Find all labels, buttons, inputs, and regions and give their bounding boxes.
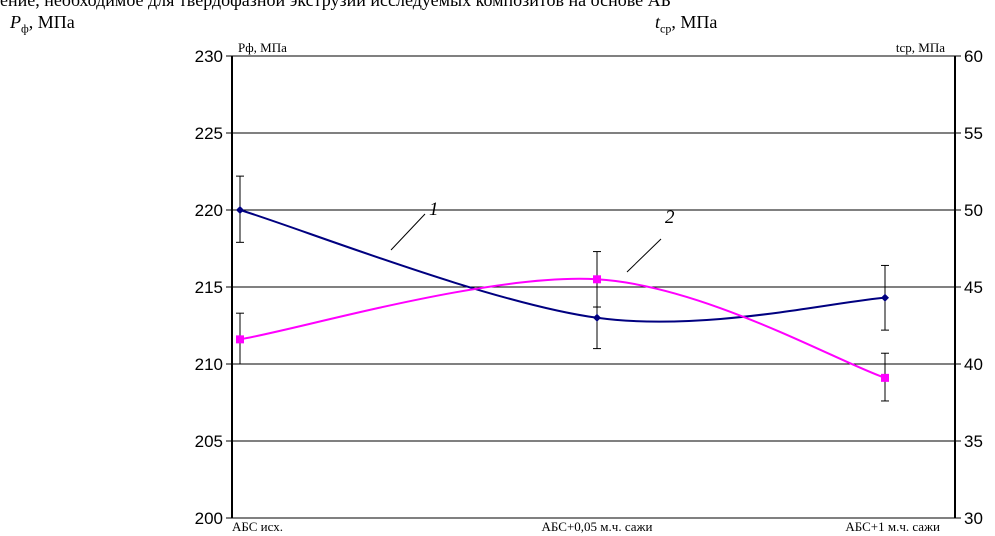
- series-group: [236, 175, 889, 402]
- right-axis-outer-label: tср, МПа: [655, 12, 717, 37]
- data-point: [236, 335, 244, 344]
- series-2: [236, 251, 889, 402]
- right-tick-label: 30: [964, 509, 983, 528]
- left-tick-label: 225: [195, 124, 223, 143]
- right-axis-symbol: t: [655, 12, 661, 32]
- left-tick-label: 230: [195, 47, 223, 66]
- category-label: АБС+1 м.ч. сажи: [845, 519, 940, 534]
- series-line: [239, 209, 886, 323]
- right-axis-title: tср, МПа: [896, 40, 945, 55]
- data-point: [236, 206, 244, 214]
- gridlines: [232, 132, 955, 442]
- category-label: АБС+0,05 м.ч. сажи: [542, 519, 653, 534]
- left-tick-label: 210: [195, 355, 223, 374]
- left-tick-label: 200: [195, 509, 223, 528]
- data-point: [881, 293, 889, 302]
- series-1-annotation: 1: [429, 199, 439, 220]
- data-point: [593, 275, 601, 284]
- right-axis-unit: , МПа: [671, 12, 718, 32]
- right-tick-label: 45: [964, 278, 983, 297]
- data-point: [881, 373, 889, 382]
- right-axis-subscript: ср: [660, 21, 672, 36]
- left-tick-label: 205: [195, 432, 223, 451]
- left-axis-subscript: ф: [21, 21, 29, 36]
- left-tick-label: 220: [195, 201, 223, 220]
- right-tick-label: 50: [964, 201, 983, 220]
- caption-fragment: ение, необходимое для твердофазной экстр…: [0, 0, 671, 10]
- data-point: [593, 313, 601, 322]
- series-2-annotation: 2: [665, 207, 675, 228]
- axes: 200 205 210 215 220 225 230 30 35 40 45 50 55 60 Pф, М…: [195, 40, 983, 534]
- left-axis-unit: , МПа: [28, 12, 75, 32]
- annotation-leader: [626, 238, 662, 273]
- right-tick-label: 55: [964, 124, 983, 143]
- right-tick-label: 60: [964, 47, 983, 66]
- category-label: АБС исх.: [232, 519, 283, 534]
- series-line: [239, 277, 886, 379]
- right-tick-label: 35: [964, 432, 983, 451]
- right-tick-label: 40: [964, 355, 983, 374]
- left-axis-symbol: P: [10, 12, 21, 32]
- annotation-leader: [390, 213, 426, 251]
- series-1: [236, 175, 889, 350]
- left-tick-label: 215: [195, 278, 223, 297]
- left-axis-outer-label: Pф, МПа: [10, 12, 75, 37]
- left-axis-title: Pф, МПа: [238, 40, 287, 55]
